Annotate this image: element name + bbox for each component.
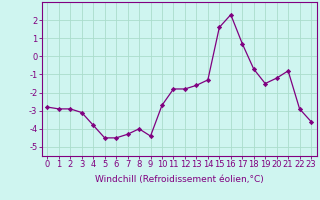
X-axis label: Windchill (Refroidissement éolien,°C): Windchill (Refroidissement éolien,°C) <box>95 175 264 184</box>
